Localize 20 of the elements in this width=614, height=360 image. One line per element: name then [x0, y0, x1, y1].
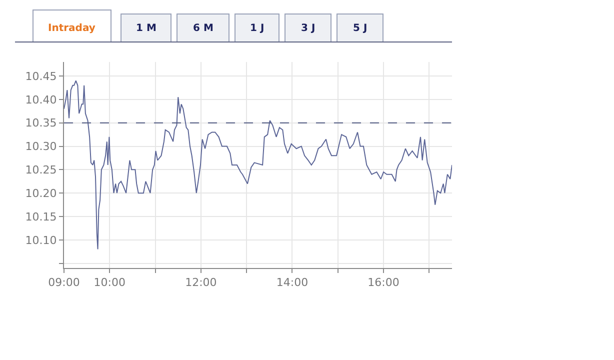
y-tick-label: 10.25 [25, 164, 57, 177]
text: 5 J [353, 23, 368, 34]
y-tick-label: 10.15 [25, 210, 57, 224]
text: 1 M [136, 23, 156, 34]
x-tick-label: 09:00 [48, 276, 80, 290]
text: Intraday [48, 23, 96, 34]
y-tick-label: 10.35 [25, 116, 57, 130]
text: 1 J [250, 23, 264, 34]
y-tick-label: 10.20 [25, 186, 57, 200]
y-tick-label: 10.45 [25, 70, 57, 83]
y-tick-label: 10.10 [25, 234, 57, 247]
x-tick-label: 16:00 [368, 276, 400, 290]
x-tick-label: 10:00 [94, 276, 126, 290]
x-tick-label: 14:00 [276, 276, 308, 290]
text: 3 J [301, 23, 316, 34]
x-tick-label: 12:00 [185, 276, 217, 290]
y-tick-label: 10.30 [25, 140, 57, 154]
text: 6 M [193, 23, 214, 34]
line-series [64, 80, 452, 250]
y-tick-label: 10.40 [25, 93, 57, 106]
